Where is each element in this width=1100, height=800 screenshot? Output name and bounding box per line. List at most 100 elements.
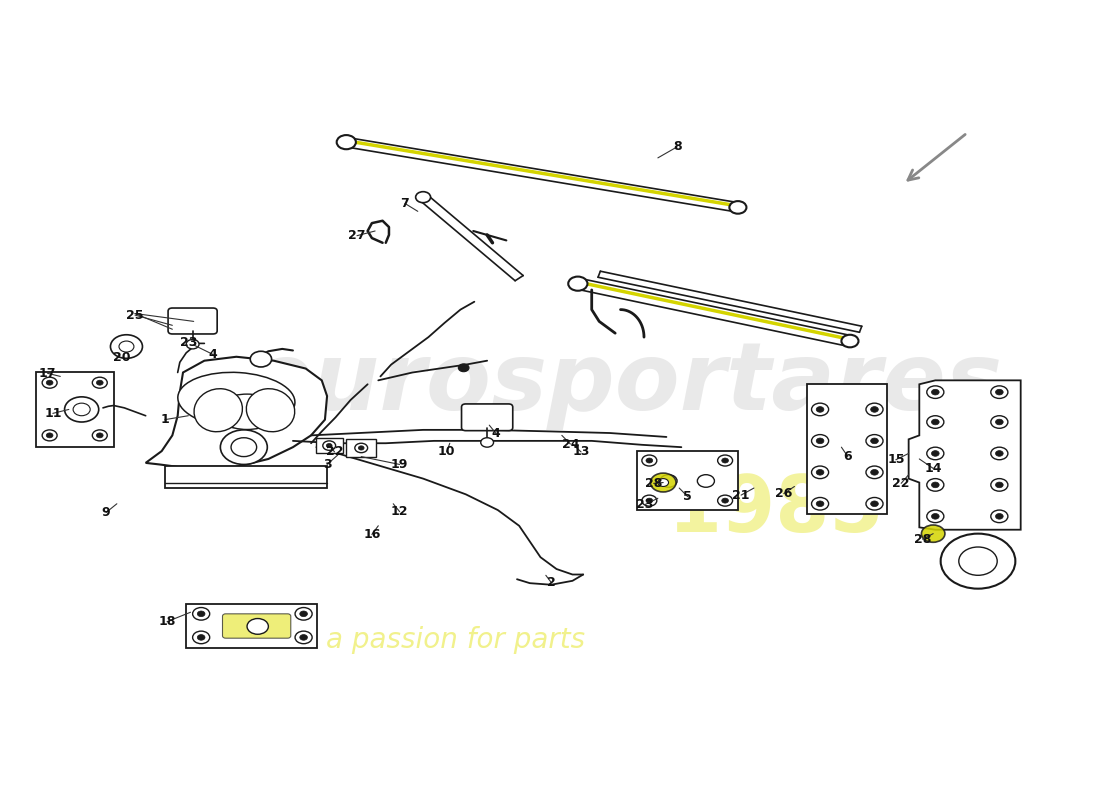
Text: 16: 16: [363, 528, 381, 541]
Text: 11: 11: [44, 407, 62, 420]
Circle shape: [932, 514, 939, 519]
Circle shape: [220, 430, 267, 465]
Circle shape: [46, 433, 53, 438]
Text: 5: 5: [683, 490, 692, 503]
Text: 26: 26: [776, 487, 792, 500]
Text: 4: 4: [209, 348, 218, 361]
Text: 8: 8: [673, 140, 681, 154]
Circle shape: [110, 334, 143, 358]
Text: 15: 15: [887, 454, 904, 466]
Circle shape: [871, 406, 878, 412]
Circle shape: [932, 450, 939, 456]
Circle shape: [322, 441, 335, 450]
Circle shape: [816, 470, 824, 475]
Circle shape: [300, 634, 307, 640]
Text: 12: 12: [390, 505, 408, 518]
Ellipse shape: [194, 389, 242, 432]
Circle shape: [359, 446, 364, 450]
Text: 14: 14: [924, 462, 942, 475]
FancyBboxPatch shape: [807, 384, 888, 514]
Circle shape: [991, 478, 1008, 491]
Text: 2: 2: [547, 576, 556, 589]
Text: 9: 9: [102, 506, 110, 519]
Text: 28: 28: [914, 533, 932, 546]
FancyBboxPatch shape: [462, 404, 513, 430]
Circle shape: [816, 501, 824, 506]
Circle shape: [959, 547, 998, 575]
Circle shape: [842, 334, 858, 347]
Text: 23: 23: [637, 498, 653, 511]
Circle shape: [932, 419, 939, 425]
Circle shape: [646, 498, 652, 503]
Circle shape: [192, 631, 210, 644]
Text: eurosportares: eurosportares: [249, 338, 1003, 430]
Polygon shape: [909, 380, 1021, 530]
Circle shape: [197, 611, 205, 617]
Circle shape: [991, 386, 1008, 398]
Circle shape: [300, 611, 307, 617]
Text: 10: 10: [438, 446, 455, 458]
Circle shape: [866, 466, 883, 478]
Ellipse shape: [246, 389, 295, 432]
Text: 23: 23: [179, 336, 197, 349]
Circle shape: [327, 443, 332, 448]
Circle shape: [65, 397, 99, 422]
Circle shape: [722, 458, 728, 463]
PathPatch shape: [145, 357, 327, 467]
Circle shape: [927, 386, 944, 398]
Text: 24: 24: [562, 438, 579, 450]
Circle shape: [812, 466, 828, 478]
Circle shape: [816, 438, 824, 444]
Circle shape: [416, 192, 430, 202]
Circle shape: [866, 434, 883, 447]
Text: 22: 22: [892, 477, 910, 490]
Circle shape: [996, 390, 1003, 395]
FancyBboxPatch shape: [186, 604, 318, 648]
Text: 3: 3: [322, 458, 331, 471]
Circle shape: [92, 378, 108, 388]
Circle shape: [991, 510, 1008, 522]
Circle shape: [991, 416, 1008, 428]
Ellipse shape: [214, 394, 279, 430]
Circle shape: [92, 430, 108, 441]
Circle shape: [927, 447, 944, 460]
Text: 22: 22: [326, 446, 343, 458]
Text: 20: 20: [113, 351, 131, 364]
Circle shape: [569, 277, 587, 290]
FancyBboxPatch shape: [165, 466, 327, 488]
Circle shape: [871, 438, 878, 444]
Circle shape: [248, 618, 268, 634]
Circle shape: [729, 201, 747, 214]
Circle shape: [295, 607, 312, 620]
Circle shape: [646, 458, 652, 463]
Text: 1: 1: [161, 413, 169, 426]
Circle shape: [996, 450, 1003, 456]
Circle shape: [642, 495, 657, 506]
Circle shape: [650, 473, 676, 492]
Circle shape: [46, 380, 53, 385]
Text: 6: 6: [844, 450, 852, 463]
Text: 17: 17: [39, 366, 56, 380]
Circle shape: [922, 525, 945, 542]
Circle shape: [927, 478, 944, 491]
Circle shape: [697, 474, 714, 487]
Circle shape: [186, 339, 199, 349]
Circle shape: [250, 351, 272, 367]
Circle shape: [932, 390, 939, 395]
FancyBboxPatch shape: [168, 308, 217, 334]
Circle shape: [192, 607, 210, 620]
Circle shape: [722, 498, 728, 503]
Circle shape: [717, 455, 733, 466]
Text: 25: 25: [126, 309, 144, 322]
Circle shape: [927, 416, 944, 428]
Circle shape: [355, 443, 367, 453]
Text: 1985: 1985: [667, 472, 883, 548]
Text: 21: 21: [733, 489, 750, 502]
Circle shape: [642, 455, 657, 466]
FancyBboxPatch shape: [637, 451, 738, 510]
Text: a passion for parts: a passion for parts: [326, 626, 585, 654]
Text: 27: 27: [349, 230, 365, 242]
Circle shape: [97, 433, 103, 438]
Text: 18: 18: [158, 615, 176, 628]
Circle shape: [871, 501, 878, 506]
